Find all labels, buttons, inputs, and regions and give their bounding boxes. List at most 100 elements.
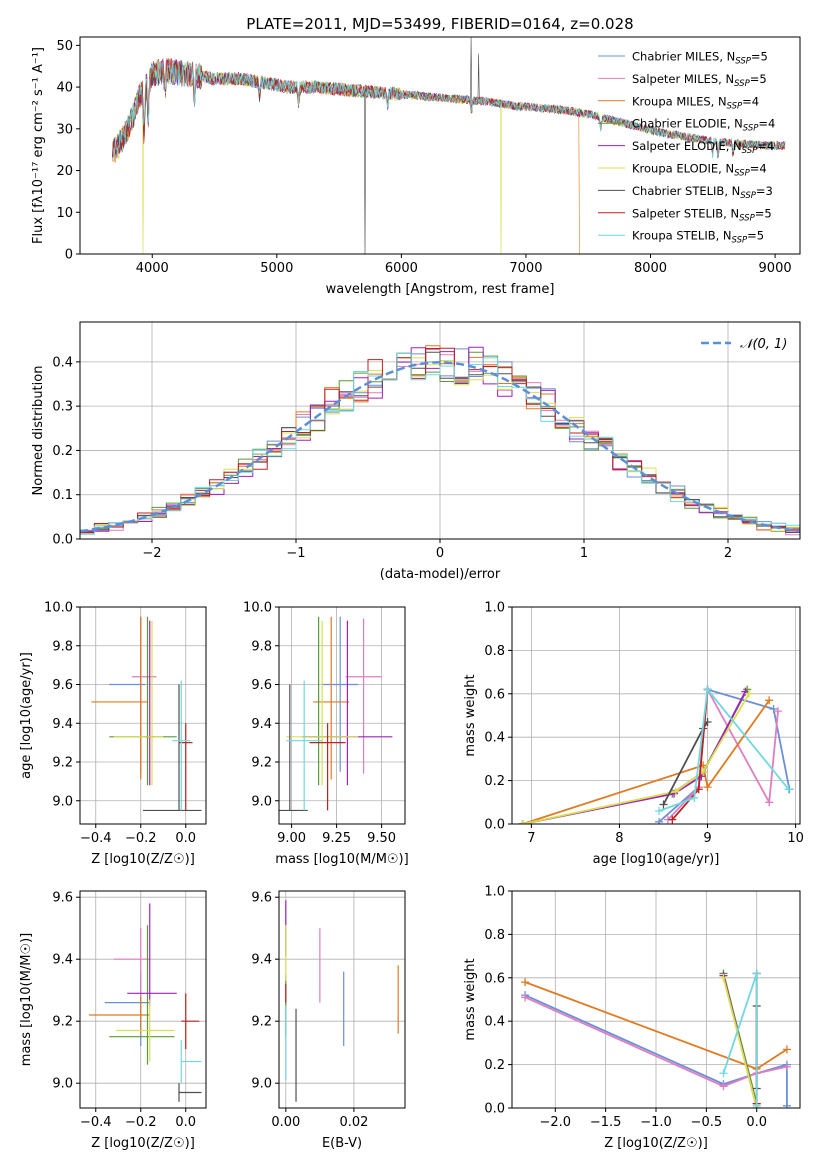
mass-weight-vs-Z-chart: −2.0 −1.5 −1.0 −0.5 0.0 0.0 0.2 0.4 0.6 0.8 1.0 Z […	[463, 885, 801, 1151]
residual-histogram-ytick-label-2: 0.2	[52, 444, 73, 459]
age-vs-Z-xlabel: Z [log10(Z/Z☉)]	[91, 852, 195, 867]
mass-vs-Z-errorbar-kroupa-stelib	[180, 1039, 202, 1084]
mass-weight-vs-Z-marker-salpeter-miles-3	[782, 1062, 791, 1071]
residual-histogram-chart: −2 −1 0 1 2 0.0 0.1 0.2 0.3 0.4 (data-model)/error…	[31, 321, 801, 582]
mass-weight-vs-Z-marker-kroupa-stelib-1	[752, 969, 761, 978]
age-vs-Z-ytick-label-2: 9.4	[52, 717, 73, 732]
spectrum-xtick-label-3: 7000	[509, 261, 542, 276]
mass-weight-vs-age-chart: 7 8 9 10 0.0 0.2 0.4 0.6 0.8 1.0 age [log10(age/yr…	[463, 601, 804, 868]
mass-weight-vs-age-xlabel: age [log10(age/yr)]	[593, 852, 720, 867]
mass-vs-Z-errorbar-kroupa-miles	[89, 996, 150, 1034]
age-vs-mass-frame	[278, 606, 406, 825]
mass-vs-Z-chart: −0.4 −0.2 0.0 9.0 9.2 9.4 9.6 Z [log10(Z/Z☉)] ma…	[19, 890, 207, 1151]
mass-weight-vs-Z-series-kroupa-elodie	[719, 973, 761, 1108]
mass-weight-vs-age-xtick-label-0: 7	[527, 831, 535, 846]
mass-weight-vs-Z-marker-kroupa-stelib-0	[719, 1069, 728, 1078]
mass-weight-vs-age-marker-kroupa-elodie-1	[671, 787, 680, 796]
age-vs-mass-chart: 9.00 9.25 9.50 9.0 9.2 9.4 9.6 9.8 10.0 mass [log…	[243, 601, 409, 868]
residual-histogram-ytick-label-4: 0.4	[52, 355, 73, 370]
mass-weight-vs-Z-ytick-label-1: 0.2	[484, 1058, 505, 1073]
mass-weight-vs-age-ylabel: mass weight	[463, 674, 478, 756]
mass-vs-EBV-chart: 0.00 0.02 9.0 9.2 9.4 9.6 E(B-V)	[251, 890, 406, 1151]
spectrum-xtick-label-1: 5000	[260, 261, 293, 276]
mass-vs-EBV-frame	[278, 890, 406, 1109]
spectrum-xlabel: wavelength [Angstrom, rest frame]	[326, 282, 555, 297]
age-vs-mass-errorbar-kroupa-stelib	[286, 680, 323, 811]
spectrum-ytick-label-2: 20	[56, 164, 73, 179]
spectrum-legend-label-chabrier-elodie: Chabrier ELODIE, NSSP=4	[632, 117, 775, 134]
spectrum-legend-label-kroupa-stelib: Kroupa STELIB, NSSP=5	[632, 229, 764, 246]
mass-weight-vs-Z-line-kroupa-elodie	[722, 977, 758, 1108]
spectrum-line-salpeter-miles	[112, 58, 786, 160]
age-vs-Z-errorbar-salpeter-miles	[131, 618, 157, 774]
mass-weight-vs-age-xtick-label-2: 9	[703, 831, 711, 846]
age-vs-Z-errorbar-chabrier-stelib	[143, 684, 202, 812]
mass-vs-Z-errorbar-chabrier-miles	[104, 971, 150, 1046]
age-vs-mass-ytick-label-1: 9.2	[251, 756, 272, 771]
age-vs-Z-xtick-label-2: 0.0	[175, 831, 196, 846]
mass-vs-Z-ytick-label-1: 9.2	[52, 1015, 73, 1030]
age-vs-mass-plot-area	[279, 616, 393, 812]
mass-vs-EBV-ytick-label-2: 9.4	[251, 953, 272, 968]
spectrum-legend-label-kroupa-miles: Kroupa MILES, NSSP=4	[632, 94, 759, 111]
residual-histogram-ytick-label-0: 0.0	[52, 533, 73, 548]
mass-vs-Z-errorbar-kroupa-elodie	[116, 999, 175, 1062]
mass-vs-Z-xtick-label-2: 0.0	[175, 1115, 196, 1130]
mass-weight-vs-age-marker-chabrier-miles-0	[655, 817, 664, 824]
mass-weight-vs-Z-marker-kroupa-miles-0	[521, 978, 530, 987]
spectrum-ytick-label-5: 50	[56, 39, 73, 54]
mass-weight-vs-age-xtick-label-3: 10	[787, 831, 804, 846]
age-vs-Z-errorbar-kroupa-miles	[91, 616, 148, 780]
mass-weight-vs-age-frame	[511, 606, 801, 825]
age-vs-Z-ylabel: age [log10(age/yr)]	[19, 652, 34, 779]
spectrum-legend-label-salpeter-miles: Salpeter MILES, NSSP=5	[632, 72, 767, 89]
age-vs-Z-xtick-label-1: −0.2	[125, 831, 157, 846]
mass-vs-Z-errorbar-salpeter-elodie	[127, 903, 177, 1006]
mass-weight-vs-Z-ytick-label-3: 0.6	[484, 971, 505, 986]
age-vs-Z-ytick-label-5: 10.0	[44, 601, 73, 616]
residual-histogram-xtick-label-2: 0	[436, 546, 444, 561]
spectrum-legend: Chabrier MILES, NSSP=5 Salpeter MILES, NS…	[598, 50, 775, 246]
mass-weight-vs-Z-ytick-label-2: 0.4	[484, 1015, 505, 1030]
age-vs-Z-errorbar-chabrier-miles	[109, 616, 146, 772]
mass-vs-EBV-xtick-label-0: 0.00	[271, 1115, 300, 1130]
mass-weight-vs-age-marker-kroupa-stelib-3	[784, 785, 793, 794]
residual-histogram-xlabel: (data-model)/error	[380, 567, 501, 582]
age-vs-mass-errorbar-salpeter-miles	[345, 618, 382, 774]
normal-curve	[80, 361, 800, 533]
age-vs-mass-xlabel: mass [log10(M/M☉)]	[275, 852, 408, 867]
mass-vs-Z-xtick-label-0: −0.4	[80, 1115, 112, 1130]
spectrum-ytick-label-0: 0	[65, 248, 73, 263]
residual-histogram-ylabel: Normed distribution	[31, 366, 46, 496]
residual-histogram-xtick-label-1: −1	[286, 546, 305, 561]
mass-weight-vs-Z-marker-kroupa-elodie-0	[719, 973, 728, 982]
mass-weight-vs-age-ytick-label-5: 1.0	[484, 601, 505, 616]
mass-vs-EBV-ytick-label-0: 9.0	[251, 1077, 272, 1092]
mass-weight-vs-Z-ytick-label-0: 0.0	[484, 1102, 505, 1117]
age-vs-Z-errorbar-salpeter-elodie	[145, 620, 155, 786]
age-vs-Z-errorbar-kroupa-elodie	[113, 620, 164, 786]
mass-weight-vs-age-series-kroupa-stelib	[655, 685, 793, 815]
spectrum-ytick-label-1: 10	[56, 206, 73, 221]
spectrum-ytick-label-3: 30	[56, 122, 73, 137]
mass-weight-vs-age-ytick-label-2: 0.4	[484, 731, 505, 746]
residual-histogram-plot-area	[80, 345, 800, 537]
age-vs-Z-ytick-label-1: 9.2	[52, 756, 73, 771]
spectrum-legend-label-chabrier-miles: Chabrier MILES, NSSP=5	[632, 50, 768, 67]
spectrum-legend-label-kroupa-elodie: Kroupa ELODIE, NSSP=4	[632, 162, 767, 179]
age-vs-mass-xtick-label-1: 9.25	[322, 831, 351, 846]
mass-weight-vs-age-marker-salpeter-stelib-0	[668, 815, 677, 824]
spectrum-legend-label-chabrier-stelib: Chabrier STELIB, NSSP=3	[632, 184, 773, 201]
mass-weight-vs-Z-marker-salpeter-miles-1	[719, 1082, 728, 1091]
mass-weight-vs-Z-plot-area	[521, 969, 791, 1108]
mass-vs-Z-errorbar-chabrier-stelib	[178, 1083, 202, 1102]
mass-weight-vs-age-ytick-label-0: 0.0	[484, 818, 505, 833]
mass-weight-vs-age-marker-chabrier-stelib-0	[659, 800, 668, 809]
mass-vs-Z-ylabel: mass [log10(M/M☉)]	[19, 933, 34, 1066]
mass-weight-vs-Z-xtick-label-1: −1.5	[590, 1115, 622, 1130]
mass-weight-vs-age-series-kroupa-elodie	[518, 689, 753, 824]
mass-weight-vs-Z-marker-chabrier-miles-4	[782, 1101, 791, 1108]
mass-weight-vs-Z-line-salpeter-miles	[524, 996, 788, 1088]
spectrum-chart: 4000 5000 6000 7000 8000 9000 0 10 20 30 40 50 wavel…	[31, 36, 801, 297]
